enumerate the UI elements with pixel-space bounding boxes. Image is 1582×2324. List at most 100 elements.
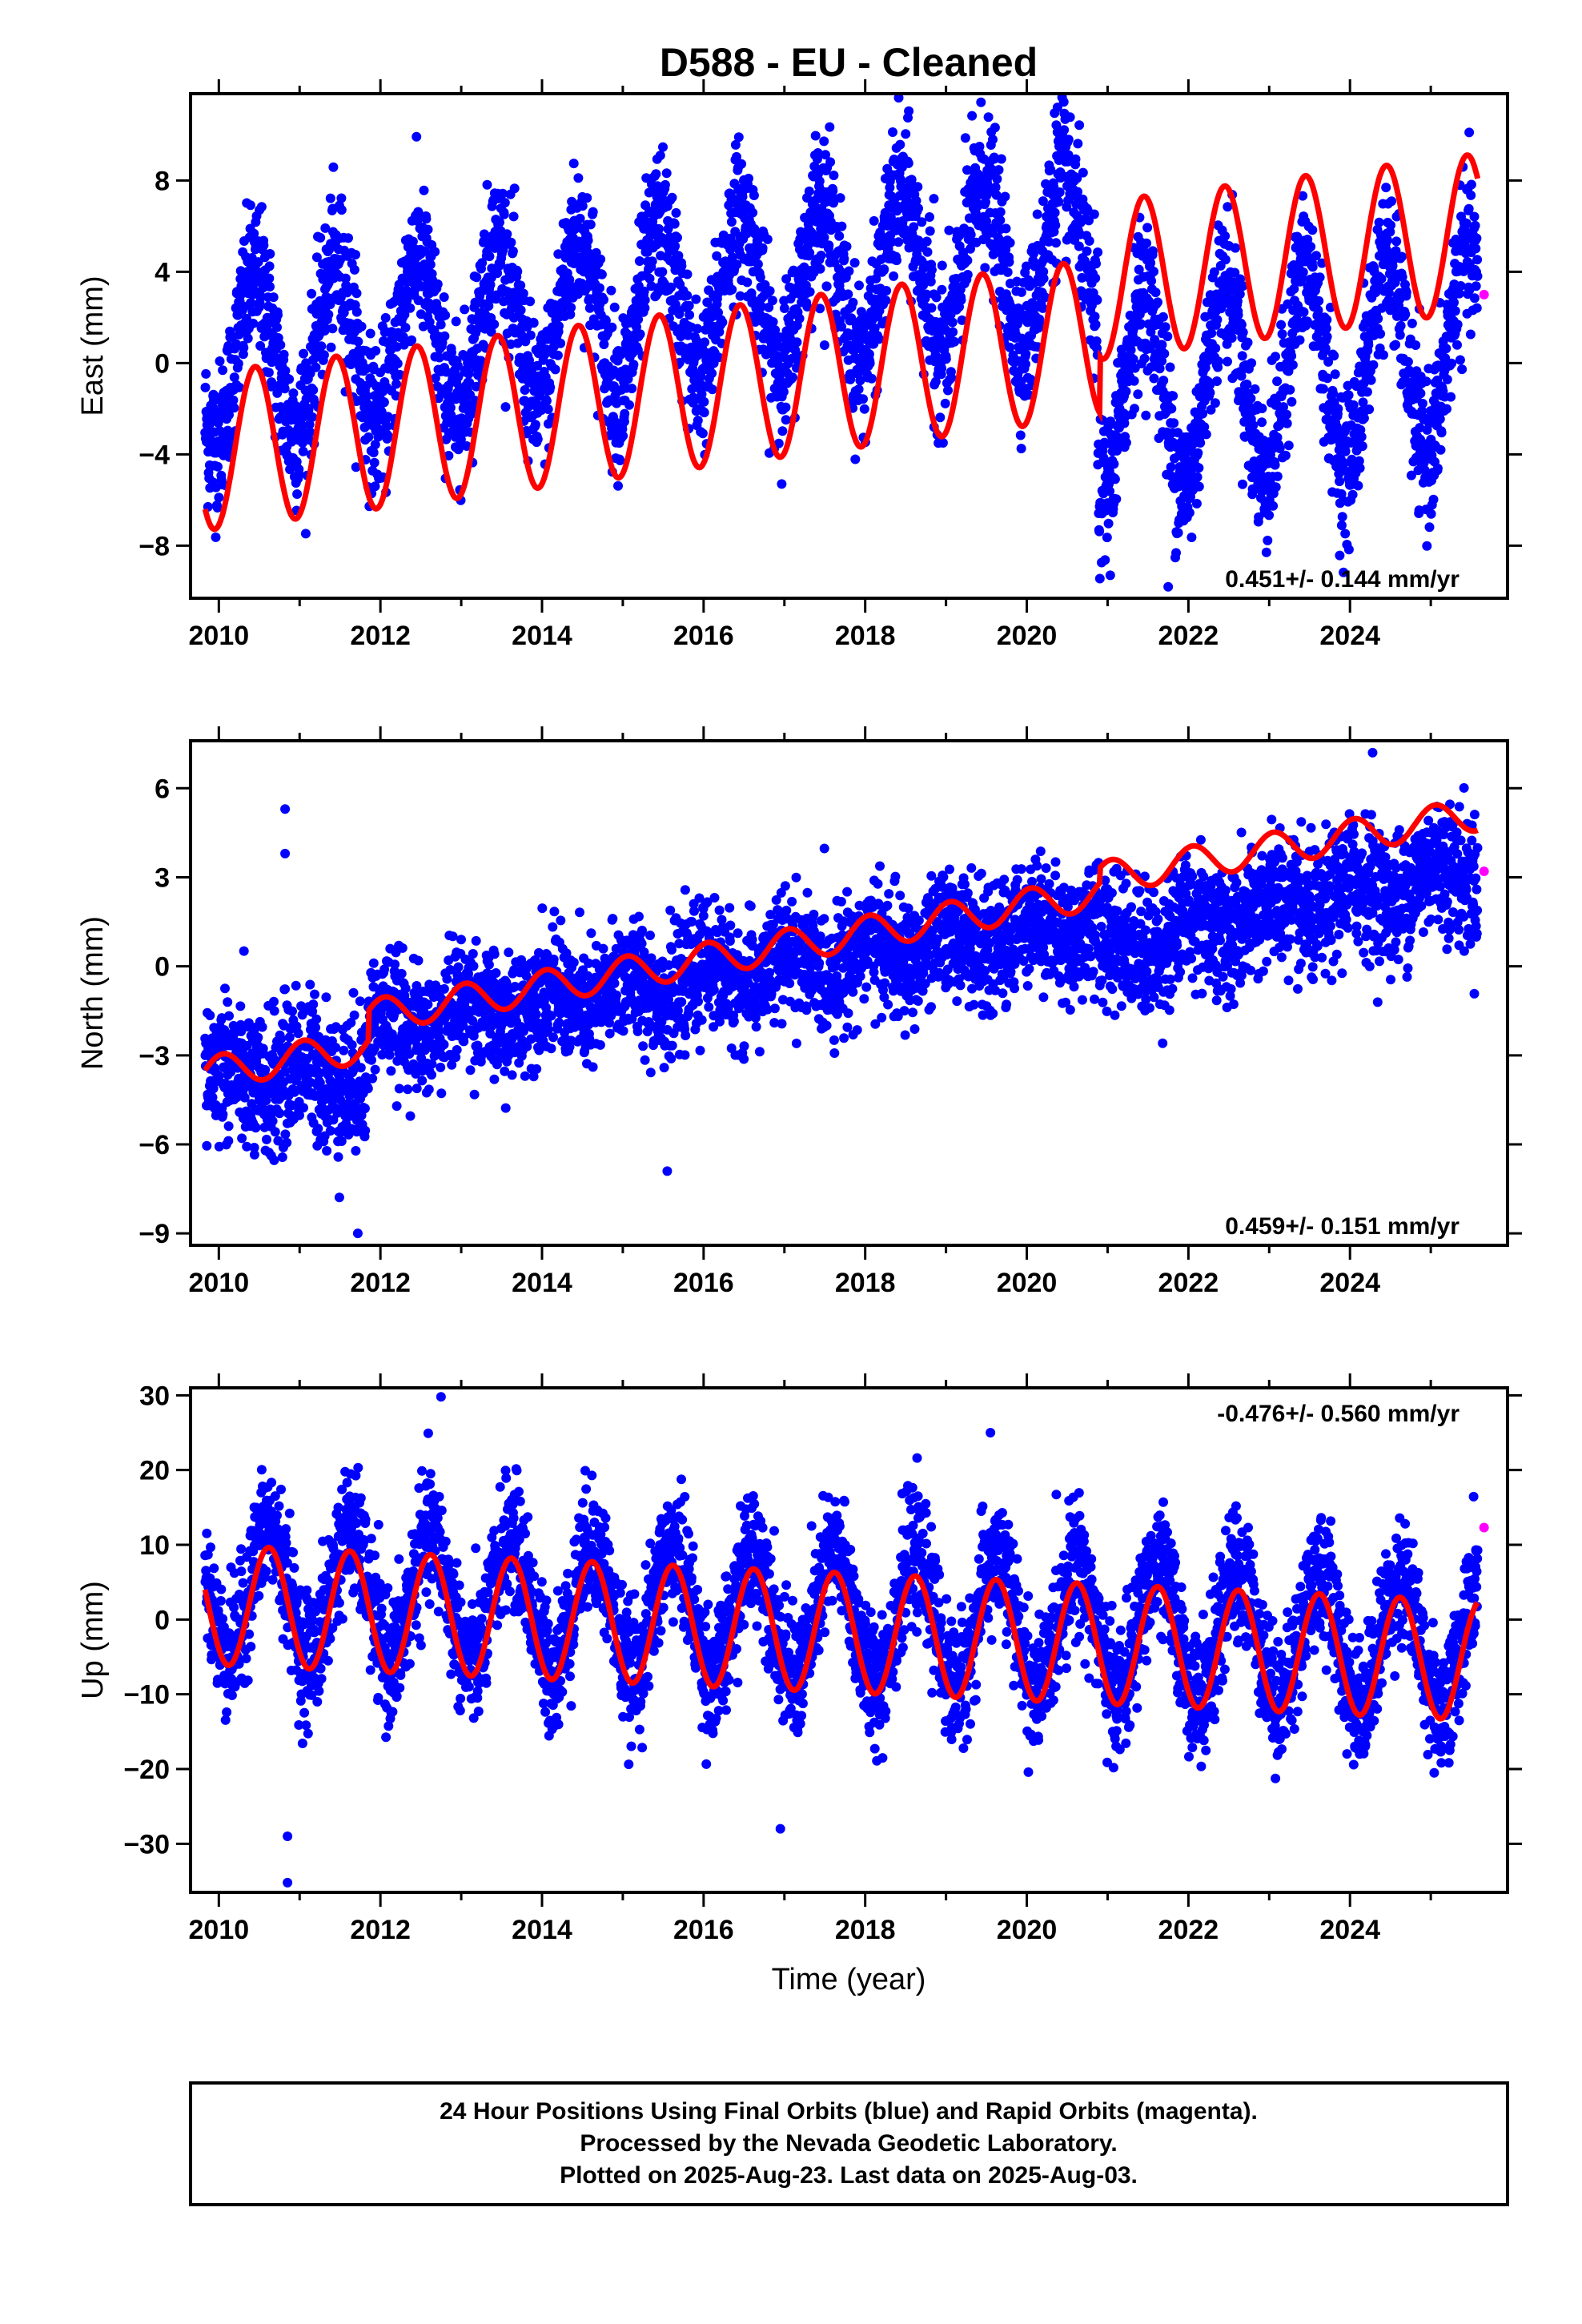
data-point <box>773 438 784 448</box>
data-point <box>1084 235 1094 246</box>
data-point <box>573 173 584 183</box>
data-point <box>1171 548 1181 558</box>
data-point <box>1362 387 1372 397</box>
data-point <box>541 344 552 355</box>
data-point <box>1411 340 1421 350</box>
data-point <box>858 394 868 404</box>
data-point <box>962 255 973 266</box>
data-point <box>272 388 283 398</box>
data-point <box>1065 112 1075 123</box>
data-point <box>489 320 500 329</box>
data-point <box>1141 410 1151 420</box>
data-point <box>737 159 747 169</box>
data-point <box>1021 349 1031 359</box>
data-point <box>1364 404 1375 415</box>
data-point <box>917 217 927 227</box>
data-point <box>325 193 335 203</box>
data-point <box>382 421 392 432</box>
data-point <box>1103 518 1114 529</box>
data-point <box>1343 545 1354 555</box>
data-point <box>666 282 677 292</box>
data-point <box>1422 541 1432 551</box>
data-point <box>229 372 239 383</box>
data-point <box>1040 292 1050 303</box>
data-point <box>365 328 375 339</box>
data-point <box>1407 318 1417 328</box>
outlier-point <box>824 187 834 197</box>
data-point <box>960 133 970 143</box>
data-point <box>1472 271 1483 281</box>
data-point <box>1050 207 1060 218</box>
x-tick-label: 2012 <box>350 621 411 651</box>
data-point <box>735 291 745 301</box>
data-point <box>239 343 249 353</box>
data-point <box>516 305 526 316</box>
data-point <box>615 456 625 465</box>
data-point <box>744 173 753 183</box>
data-point <box>1470 220 1480 231</box>
data-point <box>1442 374 1452 384</box>
data-point <box>909 222 919 232</box>
data-point <box>1150 287 1161 298</box>
data-point <box>1016 444 1026 454</box>
data-point <box>439 292 449 302</box>
data-point <box>941 354 951 364</box>
data-point <box>421 214 432 224</box>
data-point <box>633 314 644 324</box>
data-point <box>983 112 994 123</box>
data-point <box>855 376 865 386</box>
data-point <box>1322 332 1332 342</box>
data-point <box>1147 246 1158 256</box>
rate-label: 0.451+/- 0.144 mm/yr <box>1225 566 1460 593</box>
data-point <box>765 286 775 296</box>
data-point <box>234 382 244 392</box>
data-point <box>516 280 526 291</box>
data-point <box>974 142 985 151</box>
data-point <box>903 158 913 168</box>
data-point <box>1063 135 1074 145</box>
data-point <box>328 162 339 172</box>
data-point <box>654 223 664 234</box>
data-point <box>391 391 401 401</box>
data-point <box>1355 463 1365 473</box>
data-point <box>243 333 253 344</box>
data-point <box>407 335 417 345</box>
data-point <box>991 190 1002 200</box>
data-point <box>947 317 958 328</box>
data-point <box>646 281 656 292</box>
data-point <box>1285 384 1295 395</box>
data-point <box>502 229 512 239</box>
data-point <box>479 229 489 239</box>
data-point <box>1051 238 1061 248</box>
data-point <box>430 247 440 257</box>
data-point <box>1379 350 1388 360</box>
data-point <box>595 283 604 293</box>
data-point <box>362 391 372 401</box>
data-point <box>853 384 864 395</box>
data-point <box>895 139 905 150</box>
data-point <box>291 980 301 991</box>
data-point <box>1247 358 1257 368</box>
x-tick-label: 2010 <box>189 621 250 651</box>
data-point <box>322 1146 332 1156</box>
data-point <box>901 129 911 139</box>
data-point <box>1400 309 1411 320</box>
data-point <box>223 1136 234 1146</box>
data-point <box>1417 398 1427 408</box>
data-point <box>1133 389 1143 400</box>
data-point <box>371 346 381 356</box>
data-point <box>284 1032 295 1043</box>
data-point <box>512 267 523 276</box>
data-point <box>1058 97 1069 107</box>
data-point <box>677 261 687 271</box>
data-point <box>819 340 829 350</box>
data-point <box>935 412 946 423</box>
data-point <box>691 294 701 304</box>
data-point <box>824 240 834 251</box>
data-point <box>967 111 978 121</box>
data-point <box>1194 481 1204 492</box>
data-point <box>1072 173 1082 183</box>
data-point <box>1471 281 1481 292</box>
data-point <box>472 324 483 334</box>
data-point <box>423 224 433 235</box>
